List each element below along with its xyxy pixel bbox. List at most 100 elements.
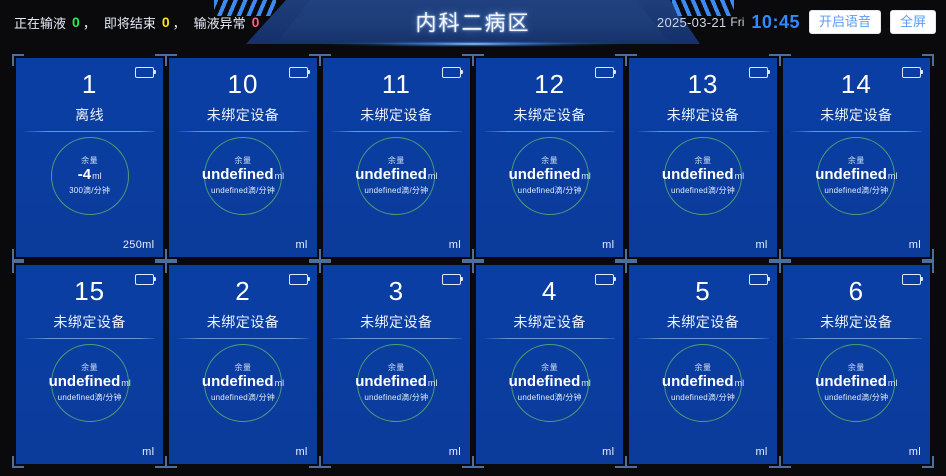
bed-number: 6 <box>848 276 865 306</box>
corner-bracket-bottom-left-icon <box>625 249 638 261</box>
bed-number: 2 <box>235 276 251 306</box>
bed-card[interactable]: 5 未绑定设备 余量 undefinedml undefined滴/分钟 ml <box>625 261 781 468</box>
header-glow-line <box>270 40 676 48</box>
bed-number: 15 <box>74 276 106 306</box>
battery-icon <box>595 274 617 285</box>
total-volume: ml <box>602 446 615 458</box>
bed-status: 未绑定设备 <box>206 314 280 330</box>
remaining-label: 余量 <box>694 363 712 373</box>
remaining-value-row: undefinedml <box>355 374 437 390</box>
bed-card[interactable]: 6 未绑定设备 余量 undefinedml undefined滴/分钟 ml <box>778 261 935 468</box>
remaining-value: undefined <box>355 166 427 184</box>
status-summary: 正在输液 0 ， 即将结束 0 ， 输液异常 0 <box>14 0 262 44</box>
bed-card[interactable]: 3 未绑定设备 余量 undefinedml undefined滴/分钟 ml <box>318 261 475 468</box>
remaining-unit: ml <box>887 171 898 182</box>
corner-bracket-bottom-right-icon <box>461 456 474 468</box>
remaining-value: undefined <box>815 373 887 391</box>
bed-card[interactable]: 10 未绑定设备 余量 undefinedml undefined滴/分钟 ml <box>165 54 321 261</box>
corner-bracket-bottom-right-icon <box>768 249 781 261</box>
bed-status: 未绑定设备 <box>53 314 126 330</box>
remaining-unit: ml <box>427 171 438 182</box>
bed-card[interactable]: 11 未绑定设备 余量 undefinedml undefined滴/分钟 ml <box>318 54 475 261</box>
stripes-left-decoration <box>214 0 276 16</box>
corner-bracket-bottom-left-icon <box>625 456 638 468</box>
battery-icon <box>901 67 923 78</box>
remaining-label: 余量 <box>847 156 865 166</box>
remaining-dial: 余量 undefinedml undefined滴/分钟 <box>662 344 744 422</box>
remaining-unit: ml <box>734 171 745 182</box>
remaining-label: 余量 <box>541 156 559 166</box>
bed-status: 未绑定设备 <box>360 314 433 330</box>
drip-rate: undefined滴/分钟 <box>57 392 122 402</box>
bed-card[interactable]: 13 未绑定设备 余量 undefinedml undefined滴/分钟 ml <box>625 54 781 261</box>
status-count-ending-soon: 0 <box>161 14 170 30</box>
remaining-value-row: -4ml <box>78 167 102 183</box>
remaining-label: 余量 <box>387 363 405 373</box>
remaining-value: undefined <box>201 373 274 391</box>
bed-card[interactable]: 1 离线 余量 -4ml 300滴/分钟 250ml <box>11 54 168 261</box>
bed-number: 13 <box>687 69 719 99</box>
remaining-value: undefined <box>508 373 581 391</box>
bed-card[interactable]: 12 未绑定设备 余量 undefinedml undefined滴/分钟 ml <box>471 54 628 261</box>
remaining-value: undefined <box>48 373 121 391</box>
corner-bracket-bottom-right-icon <box>615 456 628 468</box>
corner-bracket-bottom-left-icon <box>471 249 484 261</box>
drip-rate: undefined滴/分钟 <box>211 392 275 402</box>
drip-rate: undefined滴/分钟 <box>671 392 735 402</box>
enable-voice-button[interactable]: 开启语音 <box>808 9 881 35</box>
dial-wrapper: 余量 undefinedml undefined滴/分钟 <box>629 137 776 215</box>
bed-status: 未绑定设备 <box>360 107 433 123</box>
bed-card[interactable]: 15 未绑定设备 余量 undefinedml undefined滴/分钟 ml <box>11 261 168 468</box>
bed-card[interactable]: 14 未绑定设备 余量 undefinedml undefined滴/分钟 ml <box>778 54 935 261</box>
remaining-dial: 余量 undefinedml undefined滴/分钟 <box>815 137 898 215</box>
remaining-value: -4 <box>77 166 92 184</box>
dial-wrapper: 余量 undefinedml undefined滴/分钟 <box>476 344 623 422</box>
remaining-label: 余量 <box>387 156 405 166</box>
remaining-label: 余量 <box>541 363 559 373</box>
battery-icon <box>441 274 463 285</box>
corner-bracket-bottom-left-icon <box>318 249 331 261</box>
remaining-unit: ml <box>121 378 131 389</box>
bed-card[interactable]: 4 未绑定设备 余量 undefinedml undefined滴/分钟 ml <box>471 261 628 468</box>
remaining-unit: ml <box>92 171 102 182</box>
corner-bracket-bottom-right-icon <box>308 456 321 468</box>
card-divider <box>790 338 922 339</box>
drip-rate: undefined滴/分钟 <box>824 185 889 195</box>
remaining-dial: 余量 -4ml 300滴/分钟 <box>50 137 129 215</box>
remaining-value: undefined <box>201 166 274 184</box>
remaining-label: 余量 <box>234 156 252 166</box>
corner-bracket-bottom-left-icon <box>165 249 178 261</box>
remaining-value-row: undefinedml <box>815 374 897 390</box>
status-count-infusing: 0 <box>72 14 80 30</box>
battery-icon <box>288 274 310 285</box>
drip-rate: undefined滴/分钟 <box>364 185 429 195</box>
header-bar: 内科二病区 正在输液 0 ， 即将结束 0 ， 输液异常 0 2025-03-2… <box>0 0 946 48</box>
fullscreen-button[interactable]: 全屏 <box>889 9 936 35</box>
dial-wrapper: 余量 undefinedml undefined滴/分钟 <box>169 344 316 422</box>
bed-status: 未绑定设备 <box>820 107 893 123</box>
card-divider <box>637 131 769 132</box>
bed-status: 未绑定设备 <box>206 107 280 123</box>
bed-number: 14 <box>840 69 872 99</box>
remaining-value-row: undefinedml <box>662 374 744 390</box>
card-divider <box>790 131 922 132</box>
battery-icon <box>288 67 310 78</box>
dial-wrapper: 余量 undefinedml undefined滴/分钟 <box>323 344 470 422</box>
dial-wrapper: 余量 undefinedml undefined滴/分钟 <box>16 344 163 422</box>
remaining-value-row: undefinedml <box>662 167 744 183</box>
card-divider <box>330 338 462 339</box>
remaining-value-row: undefinedml <box>202 167 284 183</box>
battery-icon <box>595 67 617 78</box>
remaining-dial: 余量 undefinedml undefined滴/分钟 <box>355 137 437 215</box>
bed-number: 4 <box>541 276 558 306</box>
status-label-infusing: 正在输液 <box>14 15 67 31</box>
dial-wrapper: 余量 undefinedml undefined滴/分钟 <box>783 344 930 422</box>
remaining-unit: ml <box>581 171 591 182</box>
bed-card[interactable]: 2 未绑定设备 余量 undefinedml undefined滴/分钟 ml <box>165 261 321 468</box>
bed-number: 12 <box>534 69 566 99</box>
remaining-value-row: undefinedml <box>49 374 131 390</box>
card-divider <box>177 338 309 339</box>
remaining-value-row: undefinedml <box>355 167 437 183</box>
corner-bracket-bottom-right-icon <box>155 456 168 468</box>
